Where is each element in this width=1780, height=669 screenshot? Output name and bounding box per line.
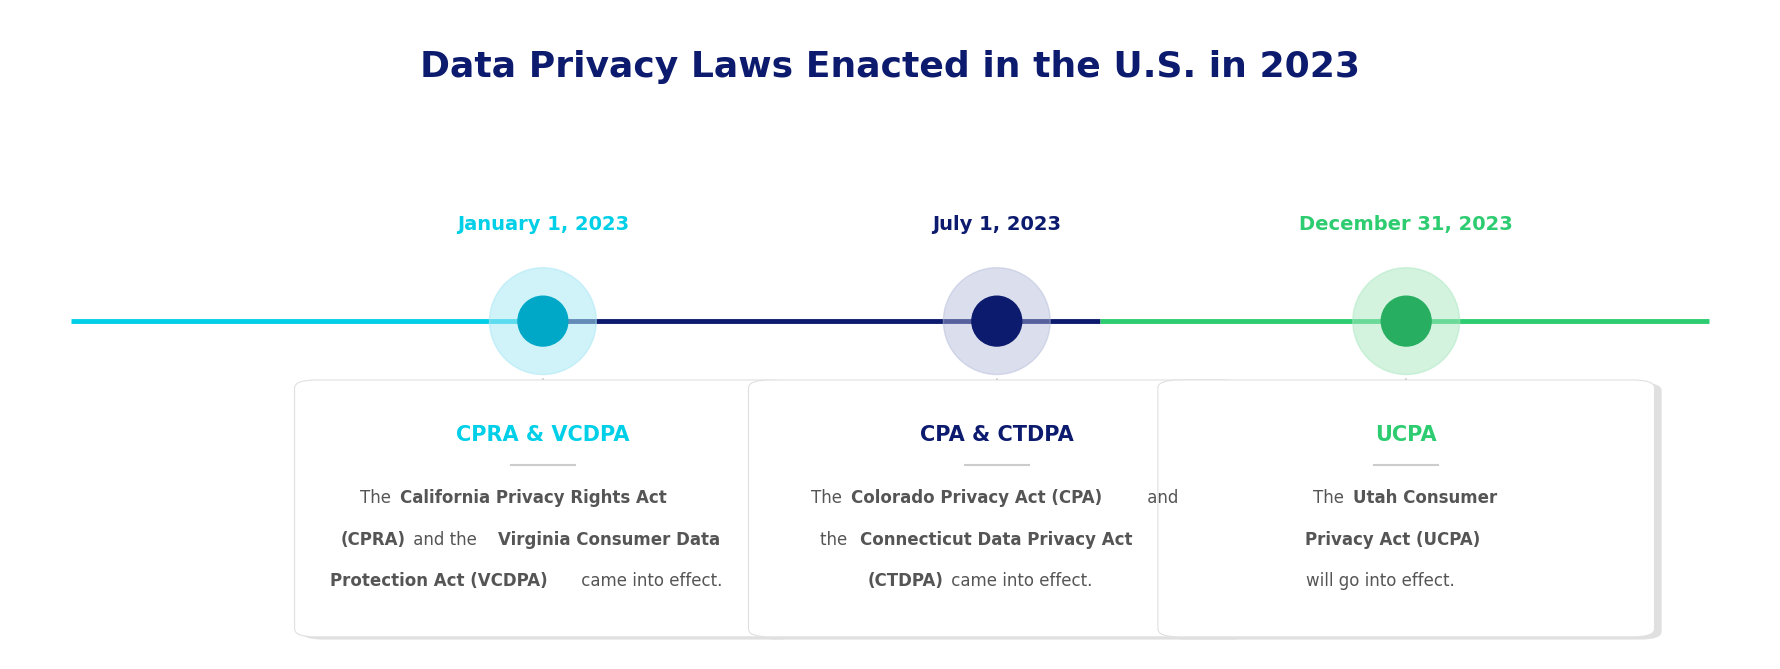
FancyBboxPatch shape (1166, 383, 1663, 640)
Text: Data Privacy Laws Enacted in the U.S. in 2023: Data Privacy Laws Enacted in the U.S. in… (420, 50, 1360, 84)
Ellipse shape (1381, 296, 1431, 346)
Text: The: The (361, 490, 397, 507)
Text: July 1, 2023: July 1, 2023 (933, 215, 1061, 234)
Text: Protection Act (VCDPA): Protection Act (VCDPA) (329, 573, 546, 590)
Text: UCPA: UCPA (1376, 425, 1436, 445)
Text: and the: and the (408, 531, 482, 549)
Text: Utah Consumer: Utah Consumer (1353, 490, 1497, 507)
Text: CPRA & VCDPA: CPRA & VCDPA (456, 425, 630, 445)
Text: The: The (1314, 490, 1349, 507)
FancyBboxPatch shape (303, 383, 799, 640)
Text: December 31, 2023: December 31, 2023 (1299, 215, 1513, 234)
FancyBboxPatch shape (1159, 380, 1655, 637)
FancyBboxPatch shape (749, 380, 1246, 637)
Text: came into effect.: came into effect. (945, 573, 1093, 590)
Text: and: and (1143, 490, 1178, 507)
Text: (CPRA): (CPRA) (342, 531, 406, 549)
Text: California Privacy Rights Act: California Privacy Rights Act (400, 490, 668, 507)
FancyBboxPatch shape (295, 380, 792, 637)
Ellipse shape (972, 296, 1022, 346)
Text: (CTDPA): (CTDPA) (867, 573, 943, 590)
Text: Connecticut Data Privacy Act: Connecticut Data Privacy Act (860, 531, 1132, 549)
Ellipse shape (1353, 268, 1460, 375)
Text: came into effect.: came into effect. (577, 573, 723, 590)
Text: The: The (812, 490, 847, 507)
Ellipse shape (490, 268, 596, 375)
Text: Virginia Consumer Data: Virginia Consumer Data (498, 531, 721, 549)
Text: January 1, 2023: January 1, 2023 (457, 215, 628, 234)
FancyBboxPatch shape (756, 383, 1253, 640)
Text: will go into effect.: will go into effect. (1307, 573, 1454, 590)
Ellipse shape (943, 268, 1050, 375)
Text: Privacy Act (UCPA): Privacy Act (UCPA) (1305, 531, 1481, 549)
Ellipse shape (518, 296, 568, 346)
Text: Colorado Privacy Act (CPA): Colorado Privacy Act (CPA) (851, 490, 1102, 507)
Text: the: the (821, 531, 853, 549)
Text: CPA & CTDPA: CPA & CTDPA (920, 425, 1073, 445)
